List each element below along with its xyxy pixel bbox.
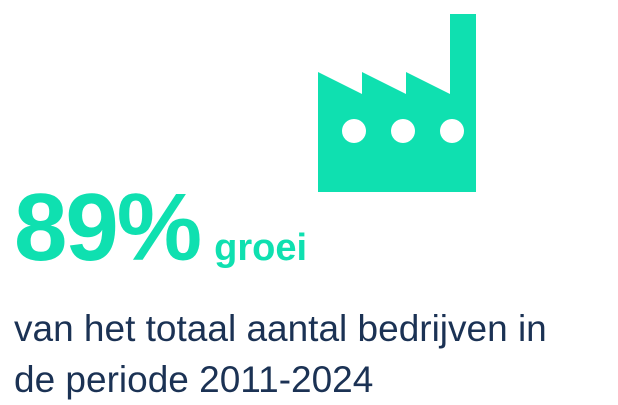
stat-description: van het totaal aantal bedrijven in de pe… xyxy=(14,303,614,405)
description-line-1: van het totaal aantal bedrijven in xyxy=(14,308,547,349)
factory-icon xyxy=(318,14,476,192)
stat-value: 89% xyxy=(14,174,202,281)
stat-line: 89% groei xyxy=(14,180,307,276)
factory-window-3 xyxy=(440,119,464,143)
description-line-2: de periode 2011-2024 xyxy=(14,359,374,400)
stat-label: groei xyxy=(214,227,308,269)
factory-window-2 xyxy=(391,119,415,143)
factory-window-1 xyxy=(342,119,366,143)
factory-shape xyxy=(318,14,476,192)
